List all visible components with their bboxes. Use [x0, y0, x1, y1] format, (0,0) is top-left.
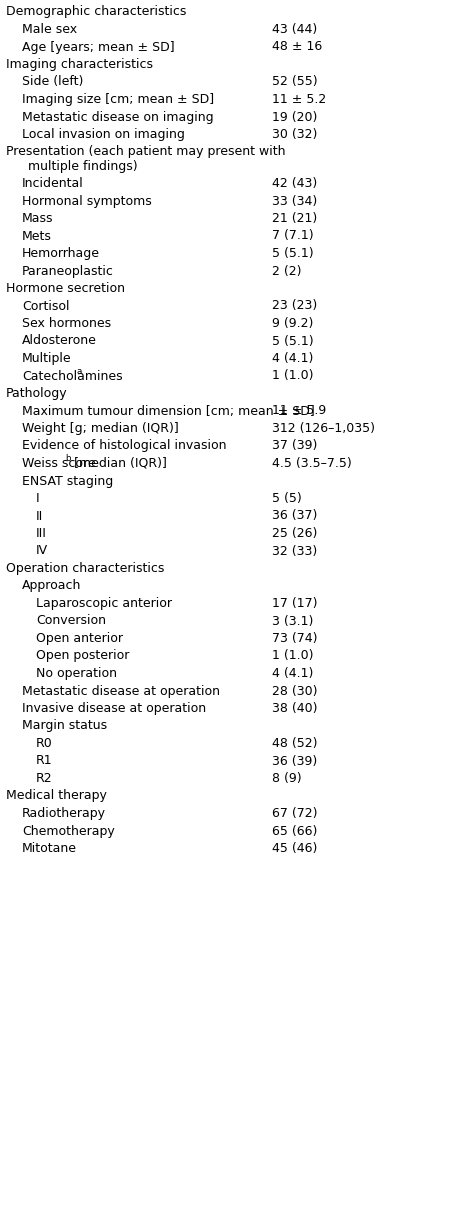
Text: b: b [65, 454, 71, 463]
Text: 5 (5.1): 5 (5.1) [272, 247, 314, 260]
Text: 17 (17): 17 (17) [272, 597, 318, 610]
Text: 67 (72): 67 (72) [272, 807, 318, 820]
Text: Laparoscopic anterior: Laparoscopic anterior [36, 597, 172, 610]
Text: Mass: Mass [22, 212, 54, 225]
Text: 52 (55): 52 (55) [272, 75, 318, 88]
Text: 11 ± 5.9: 11 ± 5.9 [272, 404, 326, 418]
Text: Maximum tumour dimension [cm; mean ± SD]: Maximum tumour dimension [cm; mean ± SD] [22, 404, 315, 418]
Text: 8 (9): 8 (9) [272, 772, 301, 785]
Text: Sex hormones: Sex hormones [22, 317, 111, 330]
Text: 45 (46): 45 (46) [272, 842, 318, 855]
Text: II: II [36, 510, 43, 522]
Text: Hormone secretion: Hormone secretion [6, 282, 125, 295]
Text: 37 (39): 37 (39) [272, 440, 318, 452]
Text: Demographic characteristics: Demographic characteristics [6, 5, 186, 18]
Text: Mitotane: Mitotane [22, 842, 77, 855]
Text: 38 (40): 38 (40) [272, 702, 318, 715]
Text: No operation: No operation [36, 667, 117, 680]
Text: Aldosterone: Aldosterone [22, 334, 97, 348]
Text: Paraneoplastic: Paraneoplastic [22, 264, 114, 278]
Text: 5 (5): 5 (5) [272, 492, 302, 505]
Text: R0: R0 [36, 737, 53, 750]
Text: Weiss score: Weiss score [22, 457, 96, 470]
Text: Hormonal symptoms: Hormonal symptoms [22, 194, 152, 208]
Text: Approach: Approach [22, 580, 82, 592]
Text: Local invasion on imaging: Local invasion on imaging [22, 128, 185, 141]
Text: 5 (5.1): 5 (5.1) [272, 334, 314, 348]
Text: Pathology: Pathology [6, 387, 68, 400]
Text: 2 (2): 2 (2) [272, 264, 301, 278]
Text: 1 (1.0): 1 (1.0) [272, 370, 313, 382]
Text: 43 (44): 43 (44) [272, 23, 317, 36]
Text: Invasive disease at operation: Invasive disease at operation [22, 702, 206, 715]
Text: Chemotherapy: Chemotherapy [22, 824, 115, 837]
Text: Margin status: Margin status [22, 720, 107, 732]
Text: Side (left): Side (left) [22, 75, 83, 88]
Text: 7 (7.1): 7 (7.1) [272, 230, 314, 242]
Text: ENSAT staging: ENSAT staging [22, 474, 113, 488]
Text: 28 (30): 28 (30) [272, 684, 318, 698]
Text: multiple findings): multiple findings) [16, 161, 137, 173]
Text: a: a [77, 367, 82, 376]
Text: Conversion: Conversion [36, 614, 106, 628]
Text: 48 (52): 48 (52) [272, 737, 318, 750]
Text: IV: IV [36, 544, 48, 558]
Text: Incidental: Incidental [22, 177, 84, 190]
Text: Imaging characteristics: Imaging characteristics [6, 58, 153, 71]
Text: Radiotherapy: Radiotherapy [22, 807, 106, 820]
Text: Mets: Mets [22, 230, 52, 242]
Text: 4 (4.1): 4 (4.1) [272, 667, 313, 680]
Text: Metastatic disease at operation: Metastatic disease at operation [22, 684, 220, 698]
Text: 32 (33): 32 (33) [272, 544, 317, 558]
Text: 48 ± 16: 48 ± 16 [272, 41, 322, 54]
Text: [median (IQR)]: [median (IQR)] [70, 457, 166, 470]
Text: 4.5 (3.5–7.5): 4.5 (3.5–7.5) [272, 457, 352, 470]
Text: Imaging size [cm; mean ± SD]: Imaging size [cm; mean ± SD] [22, 93, 214, 106]
Text: III: III [36, 527, 47, 540]
Text: 73 (74): 73 (74) [272, 632, 318, 645]
Text: Medical therapy: Medical therapy [6, 790, 107, 803]
Text: Evidence of histological invasion: Evidence of histological invasion [22, 440, 227, 452]
Text: 11 ± 5.2: 11 ± 5.2 [272, 93, 326, 106]
Text: Hemorrhage: Hemorrhage [22, 247, 100, 260]
Text: 1 (1.0): 1 (1.0) [272, 650, 313, 662]
Text: Catecholamines: Catecholamines [22, 370, 123, 382]
Text: 33 (34): 33 (34) [272, 194, 317, 208]
Text: R1: R1 [36, 754, 53, 768]
Text: 3 (3.1): 3 (3.1) [272, 614, 313, 628]
Text: 9 (9.2): 9 (9.2) [272, 317, 313, 330]
Text: Presentation (each patient may present with: Presentation (each patient may present w… [6, 145, 285, 158]
Text: 36 (39): 36 (39) [272, 754, 317, 768]
Text: Weight [g; median (IQR)]: Weight [g; median (IQR)] [22, 422, 179, 435]
Text: 36 (37): 36 (37) [272, 510, 318, 522]
Text: 65 (66): 65 (66) [272, 824, 318, 837]
Text: Age [years; mean ± SD]: Age [years; mean ± SD] [22, 41, 174, 54]
Text: Open posterior: Open posterior [36, 650, 129, 662]
Text: Metastatic disease on imaging: Metastatic disease on imaging [22, 111, 214, 124]
Text: 30 (32): 30 (32) [272, 128, 318, 141]
Text: 19 (20): 19 (20) [272, 111, 318, 124]
Text: 21 (21): 21 (21) [272, 212, 317, 225]
Text: I: I [36, 492, 40, 505]
Text: 4 (4.1): 4 (4.1) [272, 352, 313, 365]
Text: Cortisol: Cortisol [22, 300, 70, 312]
Text: 42 (43): 42 (43) [272, 177, 317, 190]
Text: R2: R2 [36, 772, 53, 785]
Text: Operation characteristics: Operation characteristics [6, 562, 164, 575]
Text: Open anterior: Open anterior [36, 632, 123, 645]
Text: 23 (23): 23 (23) [272, 300, 317, 312]
Text: 25 (26): 25 (26) [272, 527, 318, 540]
Text: Multiple: Multiple [22, 352, 72, 365]
Text: Male sex: Male sex [22, 23, 77, 36]
Text: 312 (126–1,035): 312 (126–1,035) [272, 422, 375, 435]
